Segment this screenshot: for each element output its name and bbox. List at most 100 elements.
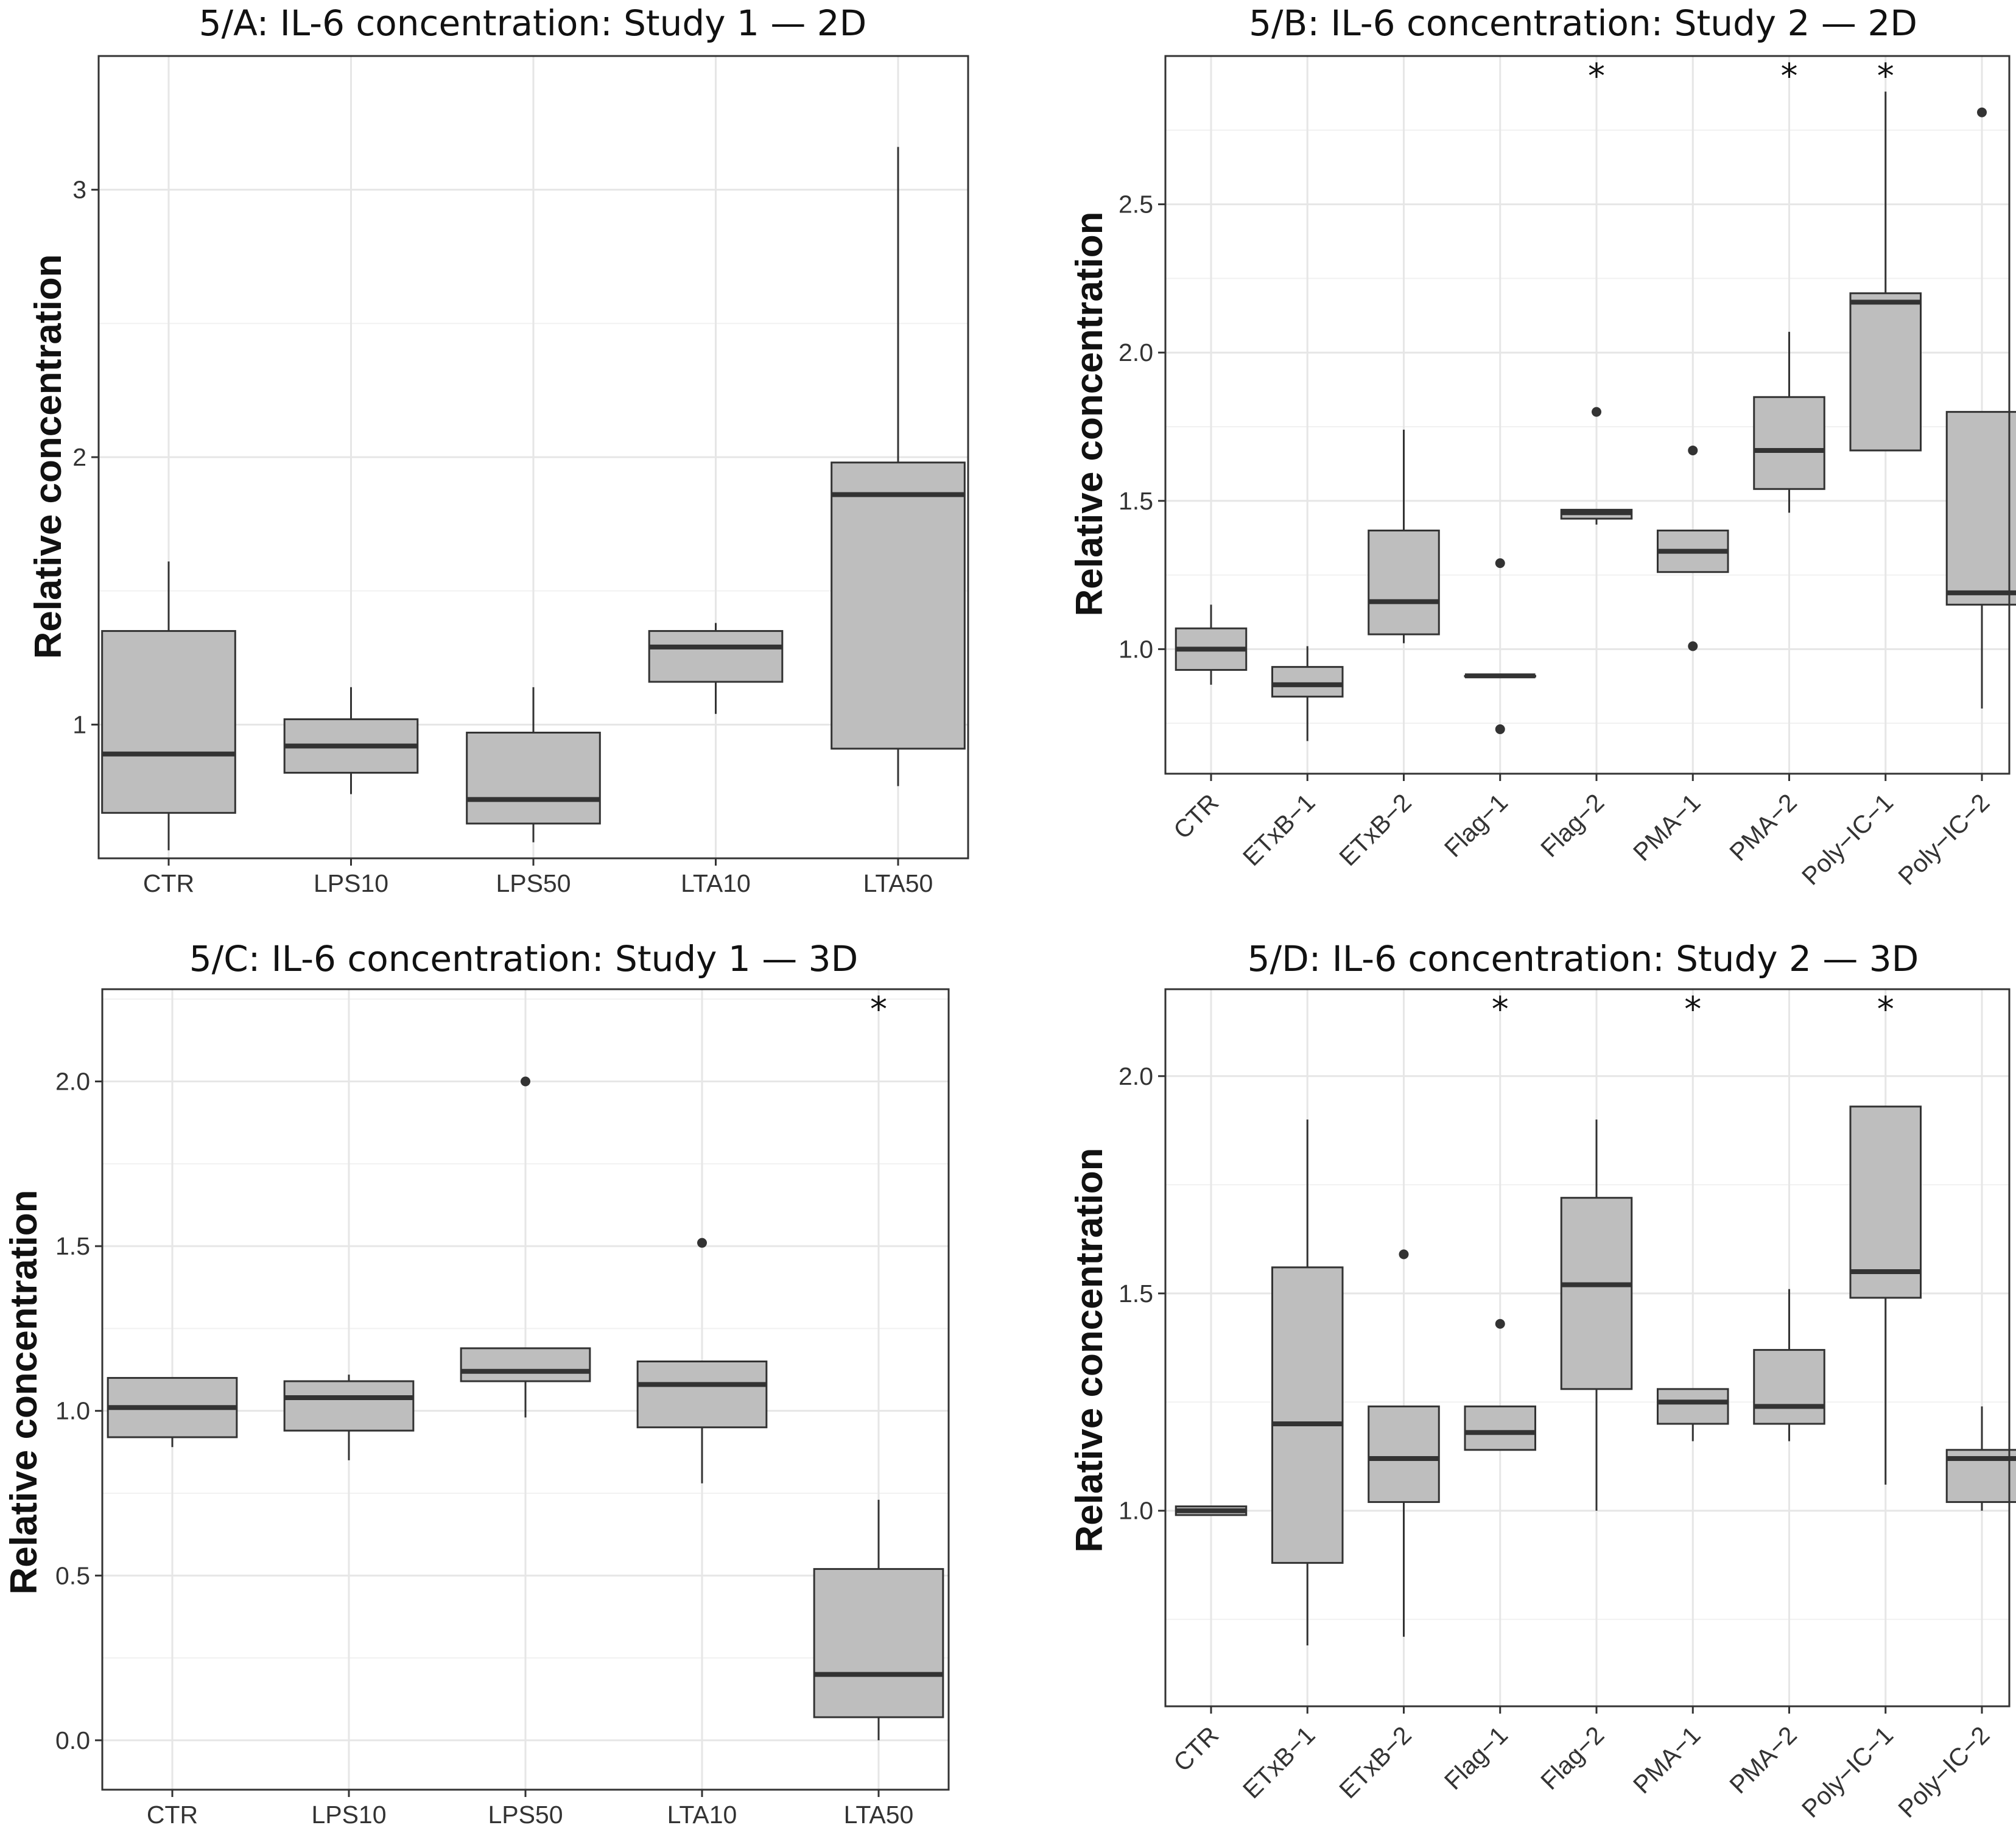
panel-b-iqr-box <box>1271 666 1344 698</box>
panel-b-box-3 <box>1368 429 1440 643</box>
panel-c-x-tick-label: LPS10 <box>311 1801 386 1825</box>
panel-d-x-tick-label: CTR <box>1168 1721 1224 1777</box>
panel-a-iqr-box <box>831 461 966 750</box>
panel-b-iqr-box <box>1849 292 1922 452</box>
panel-d-box-2 <box>1271 1119 1344 1646</box>
panel-c-iqr-box <box>813 1568 944 1718</box>
panel-d-y-tick-label: 2.0 <box>1119 1062 1153 1090</box>
panel-c-iqr-box <box>460 1347 591 1382</box>
panel-b-x-tick-label: ETxB−2 <box>1333 788 1416 871</box>
panel-a-x-tick-label: LPS50 <box>496 869 571 897</box>
panel-b-x-tick-label: ETxB−1 <box>1237 788 1320 871</box>
panel-d-y-tick-label: 1.5 <box>1119 1280 1153 1308</box>
panel-c-outlier-point <box>697 1238 707 1248</box>
panel-c-iqr-box <box>636 1361 768 1429</box>
panel-c-box-5: * <box>813 990 944 1740</box>
panel-a-x-tick-label: LTA10 <box>681 869 751 897</box>
panel-c-y-tick-label: 0.0 <box>55 1726 90 1754</box>
panel-d-box-6: * <box>1656 990 1729 1441</box>
panel-d-x-tick-label: PMA−1 <box>1628 1721 1705 1799</box>
panel-b-y-tick-label: 1.5 <box>1119 487 1153 515</box>
panel-d-significance-star: * <box>1684 990 1701 1029</box>
panel-d-box-1 <box>1175 1505 1248 1516</box>
panel-d-title: 5/D: IL-6 concentration: Study 2 — 3D <box>1248 938 1919 979</box>
panel-d-box-3 <box>1368 1249 1440 1637</box>
panel-b-iqr-box <box>1753 396 1825 490</box>
panel-c-y-tick-label: 1.5 <box>55 1232 90 1260</box>
panel-d-box-5 <box>1560 1119 1633 1511</box>
panel-c-y-tick-label: 1.0 <box>55 1397 90 1425</box>
panel-d-x-tick-label: ETxB−2 <box>1333 1721 1416 1804</box>
panel-d-box-9 <box>1945 1406 2016 1511</box>
panel-a-y-tick-label: 3 <box>72 176 86 204</box>
panel-d-y-tick-label: 1.0 <box>1119 1497 1153 1525</box>
panel-d-iqr-box <box>1656 1388 1729 1425</box>
panel-a-box-4 <box>648 623 784 714</box>
panel-b-x-tick-label: Flag−2 <box>1535 788 1609 863</box>
panel-d-iqr-box <box>1464 1405 1537 1451</box>
panel-c-x-tick-label: LTA10 <box>667 1801 737 1825</box>
panel-b-x-tick-label: PMA−1 <box>1628 788 1705 866</box>
panel-b-x-tick-label: Poly−IC−2 <box>1892 788 1995 891</box>
panel-c-y-tick-label: 0.5 <box>55 1561 90 1589</box>
panel-b-outlier-point <box>1688 445 1698 455</box>
panel-a-box-3 <box>466 687 601 842</box>
panel-b-significance-star: * <box>1588 57 1605 96</box>
panel-c-box-3 <box>460 1076 591 1418</box>
panel-b-x-tick-label: CTR <box>1168 788 1224 844</box>
panel-c-x-tick-label: LTA50 <box>844 1801 914 1825</box>
panel-d-y-axis-label: Relative concentration <box>1069 1148 1111 1553</box>
panel-d-x-tick-label: ETxB−1 <box>1237 1721 1320 1804</box>
panel-c-box-1 <box>107 1377 238 1448</box>
panel-a-x-tick-label: CTR <box>143 869 194 897</box>
panel-d-box-4: * <box>1464 990 1537 1451</box>
panel-d-outlier-point <box>1399 1249 1409 1259</box>
panel-b-box-9 <box>1945 107 2016 709</box>
panel-d-x-tick-label: Flag−1 <box>1439 1721 1513 1795</box>
panel-a-x-tick-label: LPS10 <box>314 869 388 897</box>
panel-c: 5/C: IL-6 concentration: Study 1 — 3D Re… <box>3 938 950 1825</box>
panel-d-box-8: * <box>1849 990 1922 1485</box>
panel-a-box-5 <box>831 147 966 786</box>
panel-b-y-tick-label: 1.0 <box>1119 635 1153 663</box>
panel-b-outlier-point <box>1495 724 1505 734</box>
panel-a-iqr-box <box>466 732 601 825</box>
panel-c-iqr-box <box>283 1380 415 1432</box>
panel-b-significance-star: * <box>1781 57 1798 96</box>
panel-b-x-tick-label: Flag−1 <box>1439 788 1513 863</box>
panel-d-x-tick-label: Poly−IC−1 <box>1796 1721 1898 1823</box>
panel-a-iqr-box <box>648 630 784 683</box>
panel-b-box-6 <box>1656 445 1729 651</box>
panel-c-box-2 <box>283 1375 415 1460</box>
panel-b-y-tick-label: 2.0 <box>1119 338 1153 366</box>
panel-d-x-tick-label: PMA−2 <box>1724 1721 1802 1799</box>
panel-b: 5/B: IL-6 concentration: Study 2 — 2D Re… <box>1069 2 2016 891</box>
panel-d-outlier-point <box>1495 1319 1505 1329</box>
panel-d-iqr-box <box>1849 1105 1922 1299</box>
panel-a-box-1 <box>101 561 236 850</box>
panel-d-iqr-box <box>1271 1266 1344 1564</box>
panel-b-box-8: * <box>1849 57 1922 452</box>
panel-b-outlier-point <box>1495 558 1505 569</box>
panel-d-box-7 <box>1753 1289 1825 1441</box>
panel-c-x-tick-label: LPS50 <box>488 1801 563 1825</box>
panel-c-significance-star: * <box>870 990 887 1029</box>
panel-d-iqr-box <box>1368 1405 1440 1503</box>
panel-b-significance-star: * <box>1877 57 1894 96</box>
panel-d: 5/D: IL-6 concentration: Study 2 — 3D Re… <box>1069 938 2016 1823</box>
panel-b-outlier-point <box>1977 107 1987 117</box>
panel-d-iqr-box <box>1560 1197 1633 1390</box>
panel-b-y-tick-label: 2.5 <box>1119 191 1153 219</box>
panel-a-y-axis-label: Relative concentration <box>27 254 69 659</box>
panel-b-box-4 <box>1464 558 1537 734</box>
panel-a-y-tick-label: 1 <box>72 710 86 738</box>
panel-c-y-axis-label: Relative concentration <box>3 1190 45 1595</box>
panel-c-outlier-point <box>521 1076 530 1087</box>
panel-b-x-tick-label: PMA−2 <box>1724 788 1802 866</box>
panel-b-title: 5/B: IL-6 concentration: Study 2 — 2D <box>1249 2 1917 44</box>
panel-b-box-2 <box>1271 646 1344 741</box>
panel-a-title: 5/A: IL-6 concentration: Study 1 — 2D <box>199 2 867 44</box>
panel-a-y-tick-label: 2 <box>72 443 86 471</box>
panel-b-y-axis-label: Relative concentration <box>1069 212 1111 617</box>
